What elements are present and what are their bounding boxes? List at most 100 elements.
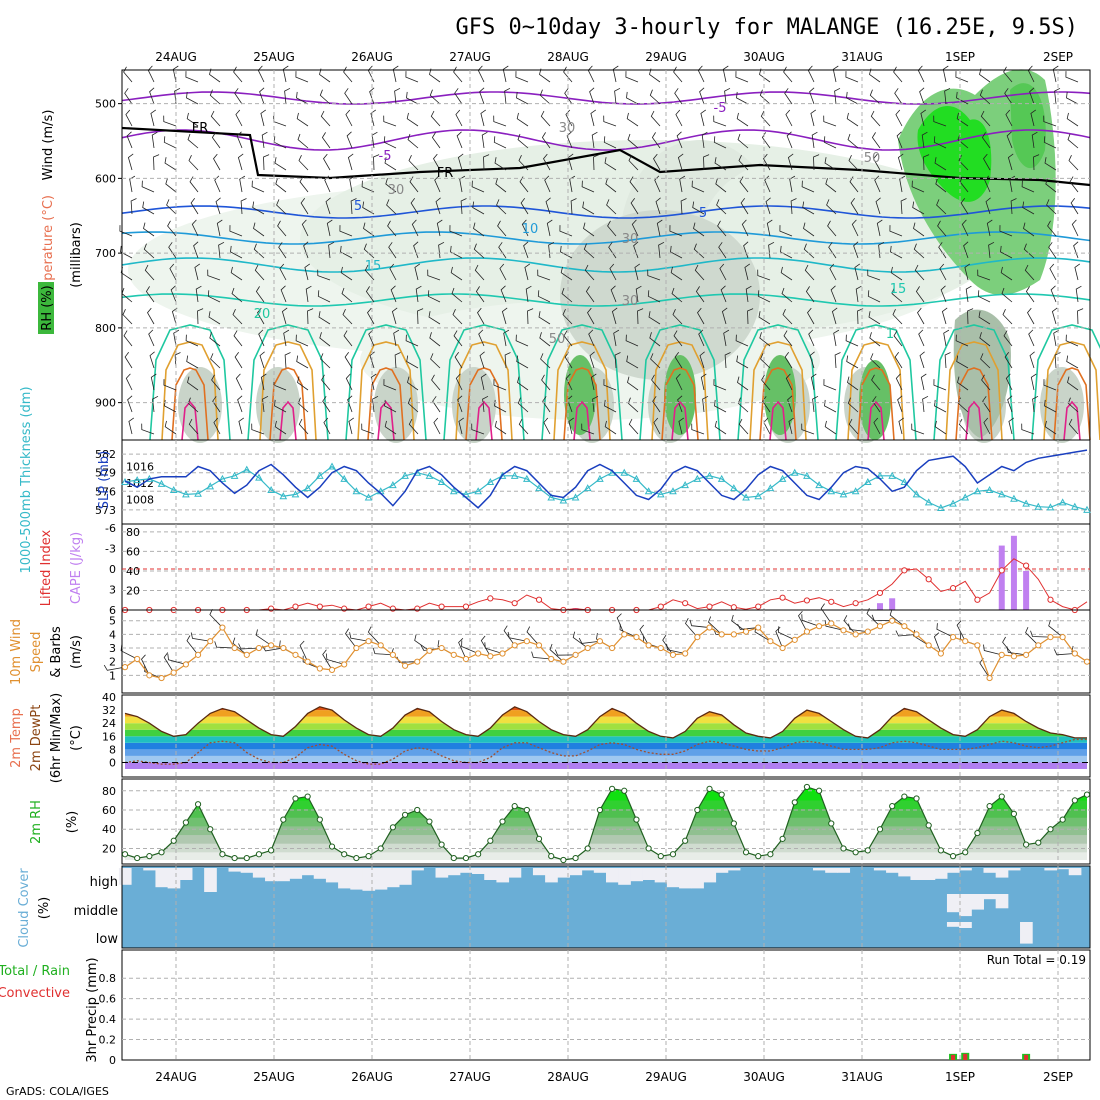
upper-wind-barb [782, 309, 793, 325]
thickness-marker [632, 474, 641, 482]
wind-speed-marker [791, 636, 798, 643]
rh-band [125, 851, 1087, 860]
upper-wind-barb [504, 352, 511, 369]
upper-wind-barb [788, 417, 795, 435]
upper-wind-barb [603, 136, 617, 149]
upper-wind-barb [186, 112, 199, 127]
upper-wind-barb [655, 197, 661, 215]
thickness-marker [583, 484, 592, 492]
upper-wind-barb [878, 241, 885, 259]
upper-wind-barb [827, 220, 837, 237]
wind-speed-marker [548, 655, 555, 663]
precip-ytick-label: 0 [109, 1054, 116, 1067]
wind-speed-marker [523, 638, 530, 645]
upper-wind-barb [983, 417, 991, 435]
upper-wind-barb [164, 157, 177, 171]
wind10-barb [144, 665, 162, 679]
precip-ytick-label: 0.4 [99, 1013, 117, 1026]
upper-wind-barb [1073, 241, 1079, 259]
temp-ytick-label: 24 [102, 717, 116, 730]
cloud-cell [325, 868, 339, 883]
cloud-frame [121, 865, 1091, 949]
rh-marker [499, 818, 506, 825]
upper-wind-barb [450, 266, 463, 281]
upper-wind-barb [812, 395, 819, 413]
cloud-cell [1068, 868, 1082, 876]
bottom-date-label: 28AUG [547, 1070, 589, 1084]
wind-speed-marker [852, 631, 859, 638]
upper-wind-barb [255, 286, 265, 303]
wind-speed-marker [438, 644, 445, 652]
upper-wind-barb [318, 311, 331, 325]
thickness-marker [401, 471, 409, 479]
lifted-index-line [125, 558, 1088, 611]
upper-wind-barb [1067, 133, 1079, 149]
upper-wind-barb [303, 241, 309, 259]
temp-ytick-label: 8 [109, 743, 116, 756]
upper-wind-barb [279, 263, 287, 281]
wind10-barb [685, 618, 698, 638]
temp-contour-25 [651, 341, 709, 441]
upper-wind-barb [894, 351, 903, 369]
lifted-index-marker [1023, 562, 1030, 569]
upper-wind-barb [263, 154, 270, 171]
top-date-label: 25AUG [253, 50, 295, 64]
upper-wind-barb [893, 66, 903, 83]
upper-wind-barb [980, 353, 991, 369]
upper-wind-barb [236, 131, 243, 149]
upper-wind-barb [124, 351, 133, 369]
upper-wind-barb [871, 132, 881, 149]
upper-wind-barb [700, 109, 707, 127]
upper-wind-barb [699, 351, 705, 369]
upper-wind-barb [455, 109, 463, 127]
bottom-date-label: 30AUG [743, 1070, 785, 1084]
upper-wind-barb [1004, 88, 1013, 105]
lifted-index-marker [365, 603, 372, 610]
upper-wind-barb [918, 329, 925, 347]
upper-wind-barb [523, 241, 529, 259]
upper-wind-barb [670, 245, 683, 259]
cloud-cell [508, 868, 522, 878]
upper-wind-barb [143, 222, 155, 237]
cloud-cell [606, 868, 619, 883]
upper-wind-barb [278, 242, 287, 259]
rh-marker [1071, 797, 1078, 804]
upper-wind-barb [1007, 395, 1013, 413]
rh-marker [572, 854, 579, 862]
upper-wind-barb [390, 285, 397, 303]
upper-wind-barb [408, 418, 419, 435]
upper-wind-barb [1071, 219, 1079, 237]
upper-wind-barb [164, 420, 177, 435]
temp-contour-20 [149, 324, 231, 441]
upper-wind-barb [341, 287, 353, 303]
temp-contour-35 [965, 400, 983, 441]
thickness-marker [937, 503, 945, 511]
upper-wind-barb [238, 417, 245, 435]
cloud-cell [703, 868, 717, 883]
upper-wind-barb [967, 308, 974, 325]
precip-ytick-label: 0.2 [99, 1034, 117, 1047]
wind-speed-marker [304, 658, 311, 665]
upper-wind-barb [1004, 351, 1013, 369]
contour-label: 20 [254, 307, 271, 322]
lifted-index-marker [828, 598, 835, 605]
cloud-cell [983, 894, 997, 900]
wind-speed-marker [1059, 634, 1066, 641]
lifted-index-marker [511, 600, 518, 607]
cloud-cell [666, 868, 680, 888]
cloud-cell [642, 868, 656, 880]
li-ytick-label: 6 [109, 604, 116, 617]
cloud-cell [386, 868, 400, 888]
upper-wind-barb [494, 399, 507, 413]
wind-speed-marker [742, 628, 750, 635]
thickness-marker [839, 490, 848, 498]
cloud-ylabel-unit: (%) [37, 897, 52, 920]
upper-wind-barb [384, 420, 397, 435]
bottom-date-label: 25AUG [253, 1070, 295, 1084]
thickness-marker [510, 471, 519, 479]
slp-ytick-label: 1008 [126, 494, 154, 507]
upper-wind-barb [647, 290, 661, 303]
top-date-label: 24AUG [155, 50, 197, 64]
upper-wind-barb [963, 241, 969, 259]
temp-line [124, 706, 1087, 739]
